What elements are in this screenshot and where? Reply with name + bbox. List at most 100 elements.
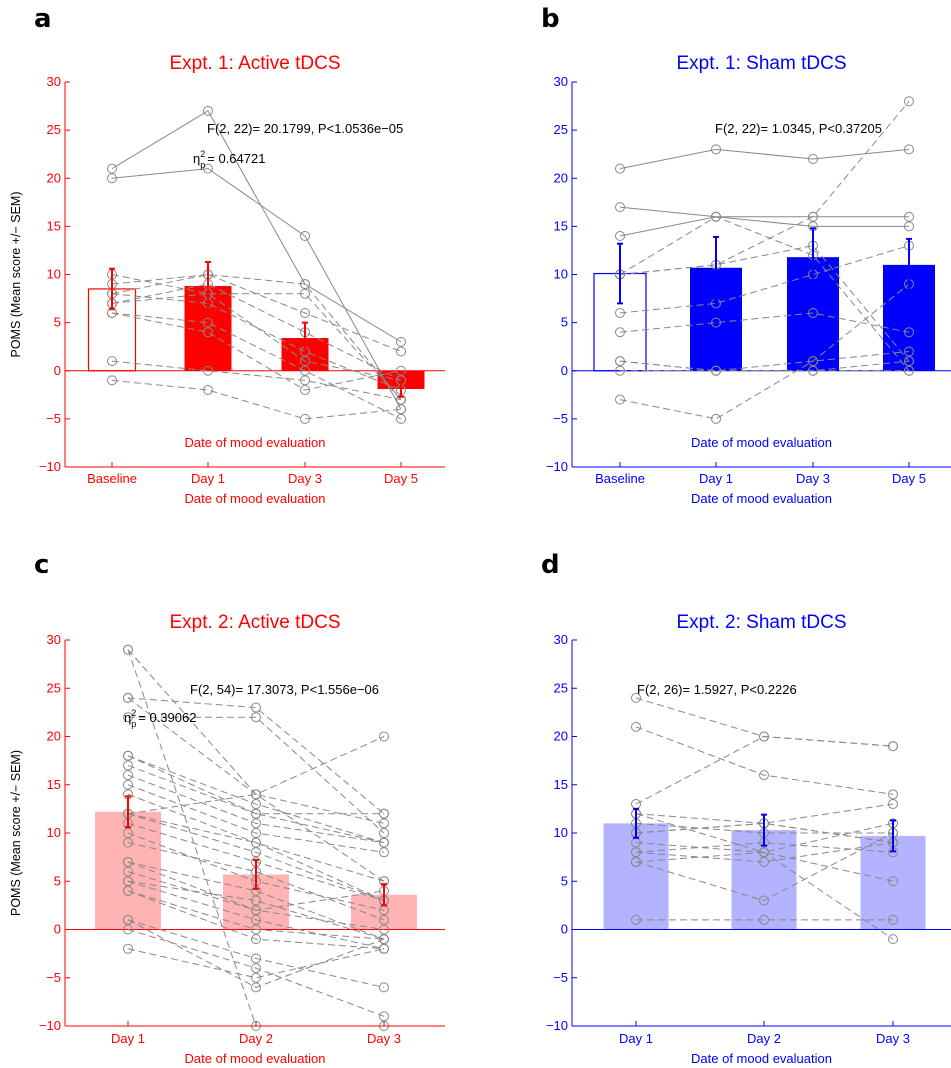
subject-line-4 (635, 822, 893, 834)
subject-line-18 (127, 890, 385, 950)
panel-letter-d: d (541, 550, 560, 580)
subject-line-13 (635, 822, 894, 844)
subject-point (711, 317, 721, 328)
subject-point (251, 895, 261, 906)
subject-line-0 (635, 697, 894, 747)
x-tick-label: Day 2 (747, 1031, 781, 1046)
x-axis-label: Date of mood evaluation (691, 1051, 832, 1066)
x-tick-label: Day 3 (367, 1031, 401, 1046)
subject-point (904, 221, 914, 232)
subject-line-1 (635, 726, 894, 795)
subject-point (379, 924, 389, 935)
subject-point (123, 770, 133, 781)
subject-point (251, 905, 261, 916)
subject-point (300, 279, 310, 290)
subject-point (396, 413, 406, 424)
subject-point (300, 288, 310, 299)
chart-panel-b: −10 −5 0 5 10 15 20 25 30 Baseline Day 1 Day 3 Day 5… (546, 53, 951, 506)
subject-point (251, 808, 261, 819)
y-tick-label: 20 (47, 729, 61, 744)
subject-line-5 (127, 774, 385, 844)
stat-annotation: F(2, 22)= 1.0345, P<0.37205 (715, 121, 882, 136)
subject-point (904, 356, 914, 367)
subject-point (808, 356, 818, 367)
y-tick-label: 30 (554, 632, 568, 647)
subject-point (759, 731, 769, 742)
subject-point (888, 914, 898, 925)
subject-point (711, 365, 721, 376)
subject-point (615, 394, 625, 405)
subject-point (251, 837, 261, 848)
chart-title: Expt. 1: Sham tDCS (676, 53, 846, 74)
y-tick-label: −5 (553, 970, 568, 985)
subject-line-6 (111, 312, 402, 420)
stat-annotation: F(2, 22)= 20.1799, P<1.0536e−05 (207, 121, 403, 136)
y-tick-label: −10 (546, 1018, 568, 1033)
subject-point (123, 760, 133, 771)
subject-point (251, 847, 261, 858)
y-tick-label: 10 (47, 825, 61, 840)
subject-point (888, 741, 898, 752)
subject-point (123, 712, 133, 723)
subject-point (251, 712, 261, 723)
subject-point (203, 327, 213, 338)
y-tick-label: 5 (54, 873, 61, 888)
subject-point (904, 96, 914, 107)
subject-point (123, 856, 133, 867)
subject-point (396, 346, 406, 357)
y-tick-label: 0 (561, 922, 568, 937)
x-tick-label: Day 2 (239, 1031, 273, 1046)
panel-letter-b: b (541, 4, 560, 34)
subject-point (808, 154, 818, 164)
subject-point (123, 866, 133, 877)
x-tick-label: Day 3 (796, 471, 830, 486)
subject-line-5 (619, 312, 910, 333)
y-tick-label: 20 (47, 170, 61, 185)
subject-point (759, 847, 769, 858)
chart-panel-a: −10 −5 0 5 10 15 20 25 30 Baseline Day 1 Day 3 Day 5… (9, 53, 445, 506)
y-tick-label: −5 (46, 970, 61, 985)
y-tick-label: 30 (47, 632, 61, 647)
subject-line-17 (127, 890, 385, 940)
subject-point (251, 818, 261, 829)
subject-point (123, 750, 133, 761)
x-tick-label: Day 5 (384, 471, 418, 486)
y-tick-label: 0 (54, 363, 61, 378)
subject-point (759, 895, 769, 906)
y-tick-label: 20 (554, 170, 568, 185)
y-tick-label: 5 (54, 315, 61, 330)
y-tick-label: 10 (554, 825, 568, 840)
subject-line-8 (635, 842, 894, 863)
y-tick-label: 25 (47, 122, 61, 137)
y-tick-label: 10 (554, 267, 568, 282)
subject-point (300, 385, 310, 395)
x-axis-label: Date of mood evaluation (185, 491, 326, 506)
y-tick-label: 15 (47, 777, 61, 792)
subject-line-8 (127, 813, 385, 902)
subject-point (396, 404, 406, 415)
subject-line-2 (128, 716, 385, 834)
subject-point (631, 692, 641, 703)
chart-title: Expt. 2: Active tDCS (169, 612, 340, 633)
x-tick-label: Day 3 (288, 471, 322, 486)
y-tick-label: −10 (39, 1018, 61, 1033)
stat-annotation: F(2, 26)= 1.5927, P<0.2226 (637, 682, 797, 697)
subject-point (123, 876, 133, 887)
bar-0 (603, 823, 669, 930)
subject-line-6 (127, 784, 385, 853)
x-axis-label: Date of mood evaluation (691, 491, 832, 506)
subject-point (615, 327, 625, 338)
subject-point (251, 828, 261, 838)
inner-axis-label: Date of mood evaluation (185, 435, 326, 450)
subject-line-19 (127, 919, 385, 988)
subject-point (904, 211, 914, 222)
subject-point (251, 934, 261, 945)
subject-point (123, 885, 133, 896)
subject-line-16 (127, 880, 385, 950)
y-tick-label: −5 (553, 411, 568, 426)
subject-line-6 (619, 351, 910, 372)
subject-point (251, 953, 261, 964)
subject-line-8 (619, 283, 910, 420)
y-axis-label: POMS (Mean score +/− SEM) (9, 750, 23, 916)
y-axis-label: POMS (Mean score +/− SEM) (9, 191, 23, 357)
